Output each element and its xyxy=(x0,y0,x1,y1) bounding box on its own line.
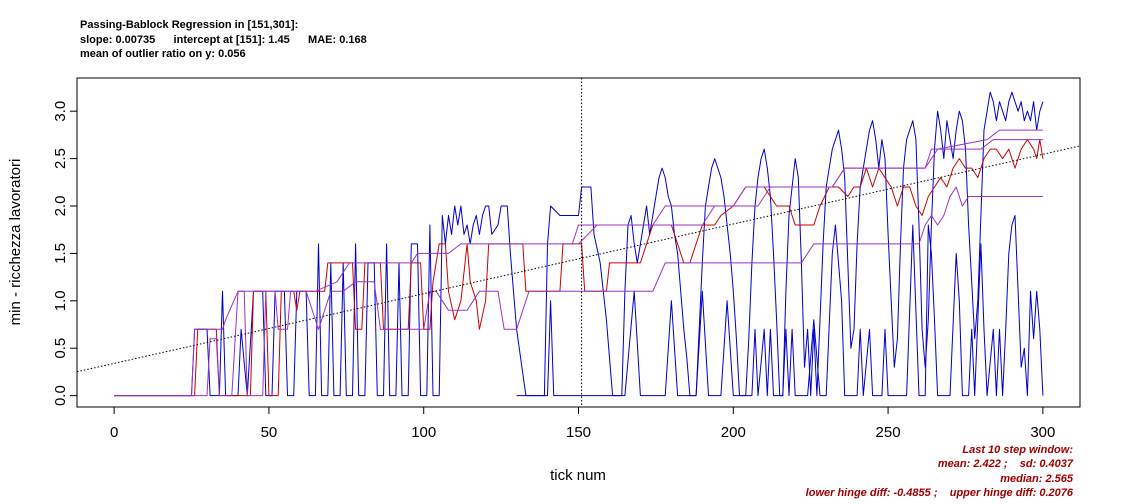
y-tick-label: 1.5 xyxy=(52,243,69,264)
outlier-ratio: mean of outlier ratio on y: 0.056 xyxy=(80,48,246,60)
y-tick-label: 0.0 xyxy=(52,385,69,406)
series-blue-min xyxy=(516,215,1044,397)
stats-mean-sd: mean: 2.422 ; sd: 0.4037 xyxy=(937,458,1073,470)
x-tick-label: 100 xyxy=(411,424,436,441)
x-tick-label: 150 xyxy=(566,424,591,441)
y-tick-label: 0.5 xyxy=(52,338,69,359)
regression-title: Passing-Bablock Regression in [151,301]: xyxy=(80,19,299,31)
y-axis-label: min - ricchezza lavoratori xyxy=(7,159,24,326)
regression-line xyxy=(77,145,1080,373)
series-purple-upper2 xyxy=(578,129,1043,245)
x-tick-label: 50 xyxy=(261,424,278,441)
y-tick-label: 3.0 xyxy=(52,101,69,122)
regression-params: slope: 0.00735 intercept at [151]: 1.45 … xyxy=(80,34,367,46)
x-tick-label: 200 xyxy=(721,424,746,441)
y-tick-label: 1.0 xyxy=(52,290,69,311)
series-red-median xyxy=(114,139,1044,397)
x-axis-label: tick num xyxy=(550,467,606,484)
stats-median: median: 2.565 xyxy=(1000,473,1073,485)
y-tick-label: 2.0 xyxy=(52,196,69,217)
x-tick-label: 300 xyxy=(1030,424,1055,441)
stats-window-title: Last 10 step window: xyxy=(962,444,1073,456)
x-tick-label: 0 xyxy=(110,424,118,441)
series-purple-lower xyxy=(114,186,1043,397)
y-tick-label: 2.5 xyxy=(52,148,69,169)
x-tick-label: 250 xyxy=(876,424,901,441)
stats-hinge-diff: lower hinge diff: -0.4855 ; upper hinge … xyxy=(805,487,1073,499)
plot-frame xyxy=(76,77,1081,408)
